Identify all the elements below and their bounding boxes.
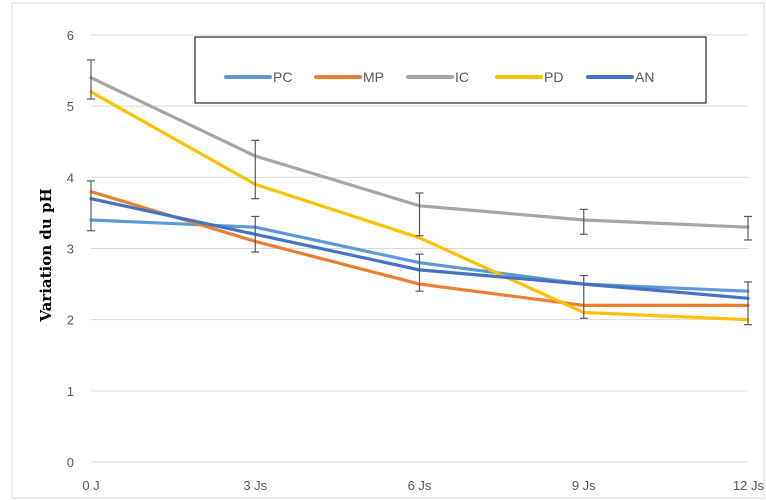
y-tick-label: 5 bbox=[67, 99, 74, 114]
x-axis-ticks: 0 J 3 Js 6 Js 9 Js 12 Js bbox=[82, 478, 764, 493]
y-tick-label: 2 bbox=[67, 313, 74, 328]
series-line-pd bbox=[89, 90, 750, 322]
y-tick-label: 4 bbox=[67, 170, 74, 185]
legend: PC MP IC PD AN bbox=[194, 36, 707, 104]
gridlines bbox=[91, 34, 748, 463]
legend-item-pc: PC bbox=[224, 69, 292, 85]
legend-label: MP bbox=[363, 69, 384, 85]
error-bar bbox=[251, 139, 260, 200]
error-bar bbox=[579, 274, 588, 319]
x-tick-label: 0 J bbox=[82, 478, 99, 493]
legend-item-an: AN bbox=[586, 69, 654, 85]
x-tick-label: 12 Js bbox=[733, 478, 765, 493]
y-axis-label: Variation du pH bbox=[37, 188, 55, 322]
error-bar bbox=[744, 215, 752, 241]
error-bar bbox=[579, 208, 588, 235]
x-tick-label: 9 Js bbox=[572, 478, 596, 493]
y-tick-label: 6 bbox=[67, 28, 74, 43]
error-bar bbox=[415, 192, 424, 237]
y-axis-ticks: 0 1 2 3 4 5 6 bbox=[67, 28, 74, 470]
y-tick-label: 3 bbox=[67, 242, 74, 257]
legend-label: IC bbox=[455, 69, 469, 85]
x-tick-label: 3 Js bbox=[243, 478, 267, 493]
x-tick-label: 6 Js bbox=[408, 478, 432, 493]
legend-item-mp: MP bbox=[314, 69, 384, 85]
legend-item-pd: PD bbox=[495, 69, 563, 85]
error-bar bbox=[87, 59, 95, 100]
legend-label: PD bbox=[544, 69, 563, 85]
legend-label: PC bbox=[273, 69, 292, 85]
y-tick-label: 1 bbox=[67, 384, 74, 399]
legend-box bbox=[194, 36, 707, 104]
error-bar bbox=[251, 215, 260, 253]
legend-item-ic: IC bbox=[406, 69, 469, 85]
y-tick-label: 0 bbox=[67, 455, 74, 470]
error-bar bbox=[415, 253, 424, 292]
error-bar bbox=[744, 281, 752, 326]
error-bar bbox=[87, 180, 95, 232]
error-bars bbox=[87, 59, 752, 326]
legend-label: AN bbox=[635, 69, 654, 85]
